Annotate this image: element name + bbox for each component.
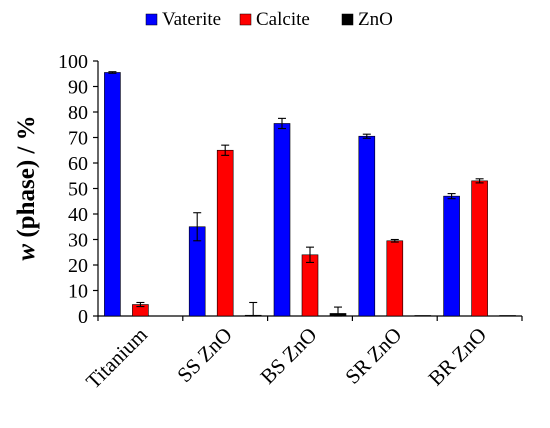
y-tick-label: 100 <box>58 51 88 73</box>
bar-calcite <box>471 180 488 317</box>
y-tick-label: 80 <box>68 102 88 124</box>
y-tick-label: 30 <box>68 230 88 252</box>
bar-zno <box>414 315 432 317</box>
bars <box>104 71 516 317</box>
x-axis: Titanium SS ZnO BS ZnO SR ZnO BR ZnO <box>81 315 523 394</box>
bar-vaterite <box>104 72 121 317</box>
y-axis-title-symbol: w <box>13 244 40 261</box>
legend-label-zno: ZnO <box>358 9 393 30</box>
y-tick-label: 20 <box>68 255 88 277</box>
bar-calcite <box>386 240 404 317</box>
bar-calcite <box>216 149 234 317</box>
legend-swatch-vaterite <box>145 13 158 26</box>
y-tick-label: 40 <box>68 204 88 226</box>
bar-vaterite <box>443 195 460 317</box>
y-tick-label: 0 <box>78 306 88 328</box>
bar-calcite <box>301 254 319 317</box>
y-tick-label: 70 <box>68 128 88 150</box>
x-category-label: SR ZnO <box>340 323 406 389</box>
bar-vaterite <box>358 135 376 317</box>
bar-vaterite <box>273 123 291 317</box>
y-axis: 0 10 20 30 40 50 60 70 80 90 100 <box>58 51 99 328</box>
legend-swatch-calcite <box>239 13 252 26</box>
x-category-label: BR ZnO <box>423 323 491 391</box>
legend-label-vaterite: Vaterite <box>162 9 221 30</box>
y-tick-label: 10 <box>68 281 88 303</box>
bar-zno <box>499 315 516 317</box>
legend: Vaterite Calcite ZnO <box>145 9 393 30</box>
legend-label-calcite: Calcite <box>256 9 310 30</box>
y-tick-label: 50 <box>68 179 88 201</box>
x-category-label: SS ZnO <box>172 323 236 387</box>
x-category-label: BS ZnO <box>255 323 321 389</box>
y-axis-title: w (phase) / % <box>13 115 40 260</box>
x-category-label: Titanium <box>81 323 152 394</box>
y-tick-label: 90 <box>68 77 88 99</box>
y-axis-title-text: (phase) / % <box>13 115 40 243</box>
y-tick-label: 60 <box>68 153 88 175</box>
legend-swatch-zno <box>341 13 354 26</box>
